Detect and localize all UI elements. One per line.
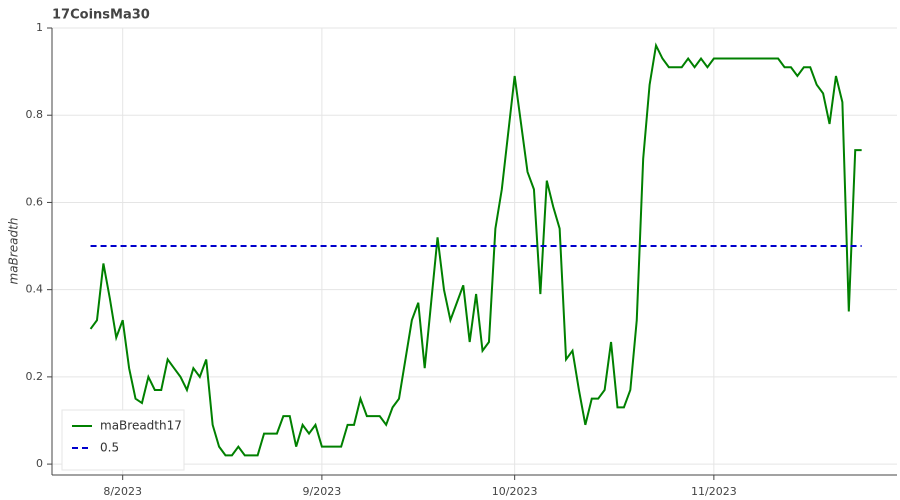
legend: maBreadth17 0.5 (61, 409, 185, 471)
legend-box (61, 409, 185, 471)
data-line (89, 42, 862, 457)
x-tick-label: 9/2023 (303, 485, 342, 498)
y-tick-label: 1 (36, 21, 43, 34)
legend-label: maBreadth17 (100, 419, 182, 433)
x-tick-label: 11/2023 (691, 485, 737, 498)
legend-label: 0.5 (100, 441, 119, 455)
x-tick-label: 10/2023 (492, 485, 538, 498)
y-tick-label: 0.6 (26, 195, 44, 208)
chart-title: 17CoinsMa30 (52, 8, 150, 23)
x-tick-label: 8/2023 (103, 485, 142, 498)
y-axis-label: maBreadth (7, 218, 21, 285)
y-tick-label: 0.8 (26, 108, 44, 121)
y-tick-label: 0.4 (26, 283, 44, 296)
y-tick-label: 0 (36, 457, 43, 470)
y-tick-label: 0.2 (26, 370, 44, 383)
